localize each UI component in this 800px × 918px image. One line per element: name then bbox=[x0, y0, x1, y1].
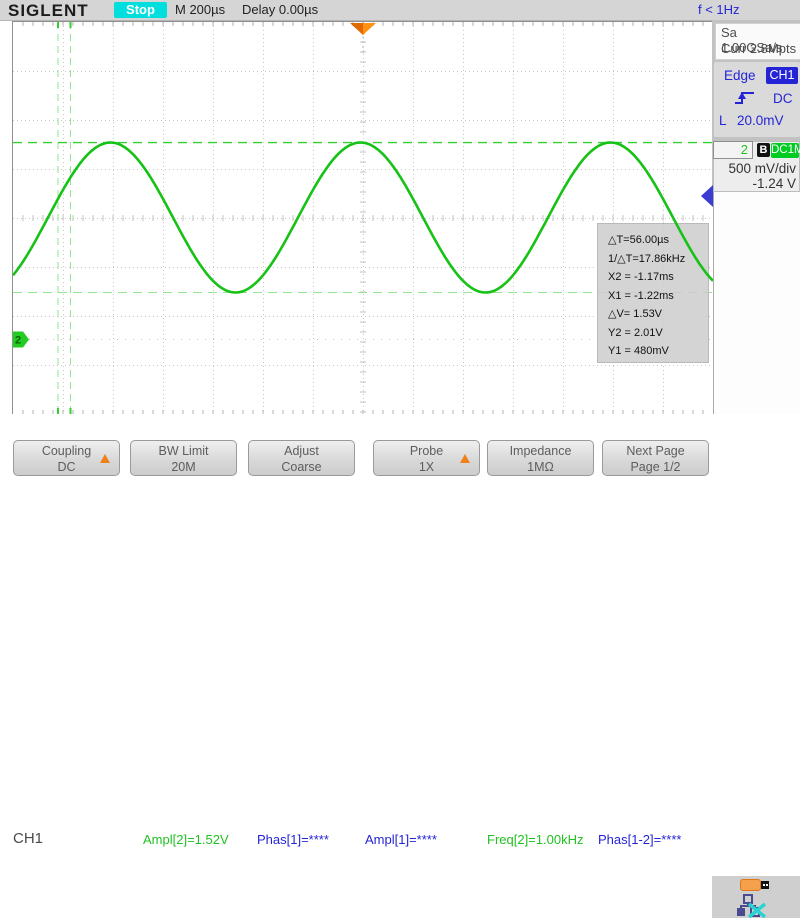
coupling-button-label: Coupling bbox=[41, 444, 92, 458]
measurement-ampl1: Ampl[1]=**** bbox=[365, 832, 437, 847]
bandwidth-limit-badge: B bbox=[757, 143, 770, 157]
next-page-button-value: Page 1/2 bbox=[630, 460, 681, 474]
channel2-number: 2 bbox=[740, 142, 748, 157]
next-page-button[interactable]: Next Page Page 1/2 bbox=[602, 440, 709, 476]
adjust-button-value: Coarse bbox=[281, 460, 322, 474]
softkey-menu-row: Coupling DC BW Limit 20M Adjust Coarse P… bbox=[0, 438, 800, 918]
next-page-button-label: Next Page bbox=[626, 444, 685, 458]
sidebar-background-lower bbox=[713, 192, 800, 414]
cursor-measurement-box: △T=56.00µs 1/△T=17.86kHz X2 = -1.17ms X1… bbox=[597, 223, 709, 363]
status-row: CH1 Ampl[2]=1.52V Phas[1]=**** Ampl[1]=*… bbox=[0, 414, 800, 847]
x1-readout: X1 = -1.22ms bbox=[608, 289, 674, 302]
measurement-ampl2: Ampl[2]=1.52V bbox=[143, 832, 229, 847]
brand-logo: SIGLENT bbox=[8, 1, 89, 20]
popup-arrow-icon bbox=[100, 454, 110, 463]
delta-v-readout: △V= 1.53V bbox=[608, 308, 663, 320]
delta-t-readout: △T=56.00µs bbox=[608, 234, 669, 246]
x2-readout: X2 = -1.17ms bbox=[608, 271, 674, 283]
run-state-badge[interactable]: Stop bbox=[114, 2, 167, 18]
channel2-coupling-badge: DC1M bbox=[771, 143, 800, 158]
y1-readout: Y1 = 480mV bbox=[608, 345, 669, 357]
trigger-level-label: L bbox=[719, 113, 727, 128]
bw-limit-button-label: BW Limit bbox=[158, 444, 209, 458]
probe-button[interactable]: Probe 1X bbox=[373, 440, 480, 476]
active-channel-label: CH1 bbox=[13, 830, 44, 847]
channel2-number-cell: 2 bbox=[713, 141, 753, 159]
trigger-level-value: 20.0mV bbox=[737, 113, 784, 128]
sample-rate-readout: Sa 1.00GSa/s bbox=[721, 25, 783, 55]
impedance-button-label: Impedance bbox=[509, 444, 572, 458]
bw-limit-button[interactable]: BW Limit 20M bbox=[130, 440, 237, 476]
delay-readout: Delay 0.00µs bbox=[242, 2, 319, 17]
timebase-readout: M 200µs bbox=[175, 2, 226, 17]
impedance-button-value: 1MΩ bbox=[527, 460, 554, 474]
trigger-source-badge: CH1 bbox=[766, 67, 798, 84]
measurement-phas1-2: Phas[1-2]=**** bbox=[598, 832, 682, 847]
usb-device-icon bbox=[740, 879, 770, 892]
frequency-counter-readout: f < 1Hz bbox=[698, 2, 740, 17]
coupling-button[interactable]: Coupling DC bbox=[13, 440, 120, 476]
inv-delta-t-readout: 1/△T=17.86kHz bbox=[608, 252, 686, 265]
peripheral-icon-area bbox=[712, 876, 800, 918]
waveform-display[interactable]: △T=56.00µs 1/△T=17.86kHz X2 = -1.17ms X1… bbox=[12, 21, 714, 415]
top-bar: SIGLENT Stop M 200µs Delay 0.00µs f < 1H… bbox=[0, 0, 800, 21]
probe-button-label: Probe bbox=[409, 444, 444, 458]
measurement-phas1: Phas[1]=**** bbox=[257, 832, 329, 847]
trigger-type-label: Edge bbox=[724, 68, 756, 83]
trigger-coupling-label: DC bbox=[773, 91, 793, 106]
channel2-offset-readout: -1.24 V bbox=[752, 176, 796, 191]
bw-limit-button-value: 20M bbox=[171, 460, 196, 474]
y2-readout: Y2 = 2.01V bbox=[608, 326, 663, 339]
adjust-button[interactable]: Adjust Coarse bbox=[248, 440, 355, 476]
adjust-button-label: Adjust bbox=[284, 444, 319, 458]
coupling-button-value: DC bbox=[57, 460, 76, 474]
popup-arrow-icon bbox=[460, 454, 470, 463]
memory-depth-readout: Curr 2.8Mpts bbox=[721, 41, 797, 56]
measurement-freq2: Freq[2]=1.00kHz bbox=[487, 832, 584, 847]
lan-disconnected-icon bbox=[737, 894, 767, 918]
channel2-scale-readout: 500 mV/div bbox=[728, 161, 796, 176]
impedance-button[interactable]: Impedance 1MΩ bbox=[487, 440, 594, 476]
acquisition-info-panel bbox=[715, 23, 800, 60]
probe-button-value: 1X bbox=[418, 460, 435, 474]
rising-edge-icon bbox=[735, 92, 754, 104]
